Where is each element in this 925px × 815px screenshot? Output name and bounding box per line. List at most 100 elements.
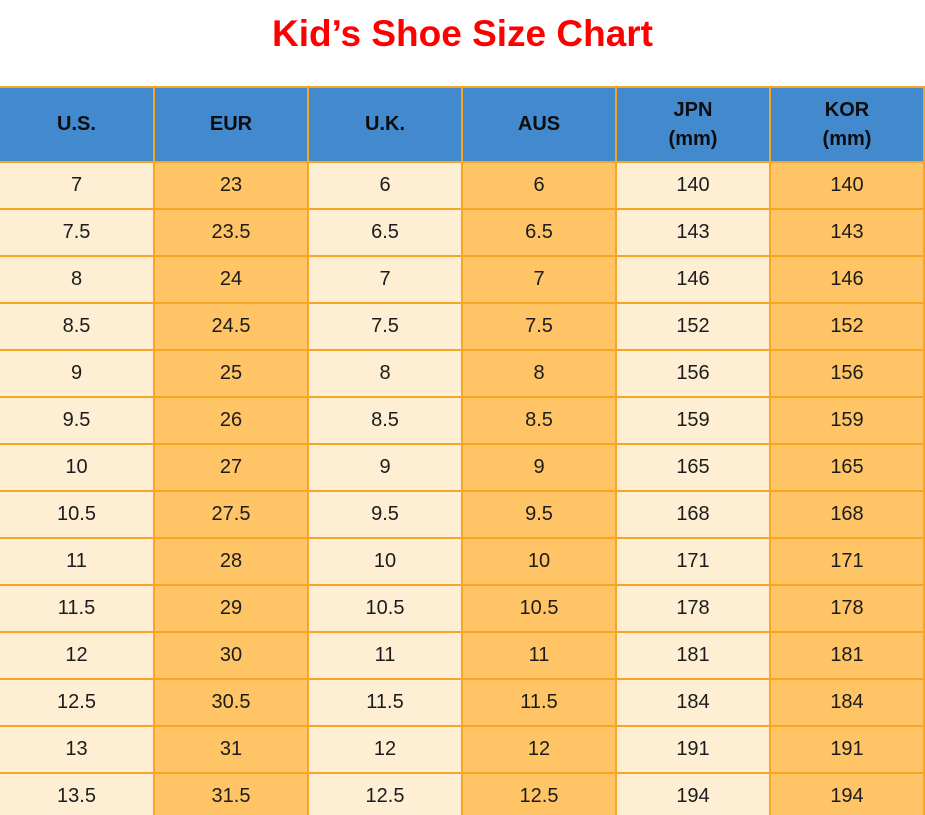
cell: 159 xyxy=(769,396,925,445)
table-row: 7 23 6 6 140 140 xyxy=(0,161,925,210)
cell: 8 xyxy=(307,349,463,398)
cell: 156 xyxy=(615,349,771,398)
cell: 156 xyxy=(769,349,925,398)
cell: 140 xyxy=(615,161,771,210)
col-header-jpn: JPN (mm) xyxy=(615,86,771,163)
cell: 24.5 xyxy=(153,302,309,351)
table-row: 8 24 7 7 146 146 xyxy=(0,255,925,304)
col-header-aus: AUS xyxy=(461,86,617,163)
col-header-sub: (mm) xyxy=(668,127,718,150)
table-row: 12 30 11 11 181 181 xyxy=(0,631,925,680)
cell: 12.5 xyxy=(307,772,463,815)
cell: 7.5 xyxy=(0,208,155,257)
cell: 171 xyxy=(769,537,925,586)
table-header: U.S. EUR U.K. AUS JPN (mm) KOR (mm) xyxy=(0,86,925,163)
cell: 184 xyxy=(615,678,771,727)
col-header-us: U.S. xyxy=(0,86,155,163)
cell: 12 xyxy=(307,725,463,774)
table-row: 10.5 27.5 9.5 9.5 168 168 xyxy=(0,490,925,539)
cell: 159 xyxy=(615,396,771,445)
cell: 194 xyxy=(615,772,771,815)
cell: 168 xyxy=(769,490,925,539)
cell: 8 xyxy=(0,255,155,304)
cell: 8.5 xyxy=(307,396,463,445)
cell: 7 xyxy=(307,255,463,304)
cell: 143 xyxy=(615,208,771,257)
col-header-label: U.K. xyxy=(365,113,405,135)
cell: 10.5 xyxy=(461,584,617,633)
cell: 8.5 xyxy=(0,302,155,351)
cell: 26 xyxy=(153,396,309,445)
col-header-label: KOR xyxy=(824,98,870,121)
cell: 10 xyxy=(307,537,463,586)
cell: 9.5 xyxy=(461,490,617,539)
cell: 10.5 xyxy=(0,490,155,539)
cell: 23.5 xyxy=(153,208,309,257)
cell: 10.5 xyxy=(307,584,463,633)
cell: 9 xyxy=(461,443,617,492)
cell: 8.5 xyxy=(461,396,617,445)
cell: 9.5 xyxy=(0,396,155,445)
cell: 11.5 xyxy=(0,584,155,633)
cell: 11 xyxy=(461,631,617,680)
cell: 181 xyxy=(769,631,925,680)
cell: 12.5 xyxy=(0,678,155,727)
cell: 168 xyxy=(615,490,771,539)
cell: 12.5 xyxy=(461,772,617,815)
col-header-label: U.S. xyxy=(57,113,96,135)
table-row: 11 28 10 10 171 171 xyxy=(0,537,925,586)
cell: 23 xyxy=(153,161,309,210)
cell: 8 xyxy=(461,349,617,398)
table-row: 9 25 8 8 156 156 xyxy=(0,349,925,398)
cell: 11.5 xyxy=(307,678,463,727)
cell: 24 xyxy=(153,255,309,304)
cell: 11 xyxy=(0,537,155,586)
table-row: 9.5 26 8.5 8.5 159 159 xyxy=(0,396,925,445)
cell: 7.5 xyxy=(307,302,463,351)
cell: 194 xyxy=(769,772,925,815)
cell: 28 xyxy=(153,537,309,586)
cell: 12 xyxy=(461,725,617,774)
cell: 25 xyxy=(153,349,309,398)
cell: 152 xyxy=(615,302,771,351)
cell: 9 xyxy=(307,443,463,492)
col-header-kor: KOR (mm) xyxy=(769,86,925,163)
cell: 6 xyxy=(307,161,463,210)
table-row: 11.5 29 10.5 10.5 178 178 xyxy=(0,584,925,633)
cell: 7 xyxy=(0,161,155,210)
col-header-label: JPN xyxy=(673,98,713,121)
cell: 178 xyxy=(615,584,771,633)
cell: 140 xyxy=(769,161,925,210)
cell: 31 xyxy=(153,725,309,774)
cell: 9.5 xyxy=(307,490,463,539)
cell: 178 xyxy=(769,584,925,633)
cell: 181 xyxy=(615,631,771,680)
cell: 6.5 xyxy=(307,208,463,257)
shoe-size-table: U.S. EUR U.K. AUS JPN (mm) KOR (mm) 7 23 6 6 1… xyxy=(0,86,925,815)
cell: 13 xyxy=(0,725,155,774)
cell: 165 xyxy=(769,443,925,492)
page-title: Kid’s Shoe Size Chart xyxy=(271,13,654,54)
col-header-uk: U.K. xyxy=(307,86,463,163)
cell: 191 xyxy=(615,725,771,774)
cell: 7 xyxy=(461,255,617,304)
cell: 31.5 xyxy=(153,772,309,815)
cell: 171 xyxy=(615,537,771,586)
cell: 12 xyxy=(0,631,155,680)
cell: 10 xyxy=(461,537,617,586)
table-row: 12.5 30.5 11.5 11.5 184 184 xyxy=(0,678,925,727)
table-row: 10 27 9 9 165 165 xyxy=(0,443,925,492)
cell: 11 xyxy=(307,631,463,680)
col-header-label: AUS xyxy=(517,113,561,135)
cell: 6 xyxy=(461,161,617,210)
col-header-label: EUR xyxy=(209,113,253,135)
cell: 7.5 xyxy=(461,302,617,351)
cell: 6.5 xyxy=(461,208,617,257)
cell: 143 xyxy=(769,208,925,257)
cell: 27.5 xyxy=(153,490,309,539)
table-row: 13 31 12 12 191 191 xyxy=(0,725,925,774)
cell: 13.5 xyxy=(0,772,155,815)
table-row: 7.5 23.5 6.5 6.5 143 143 xyxy=(0,208,925,257)
cell: 152 xyxy=(769,302,925,351)
cell: 10 xyxy=(0,443,155,492)
